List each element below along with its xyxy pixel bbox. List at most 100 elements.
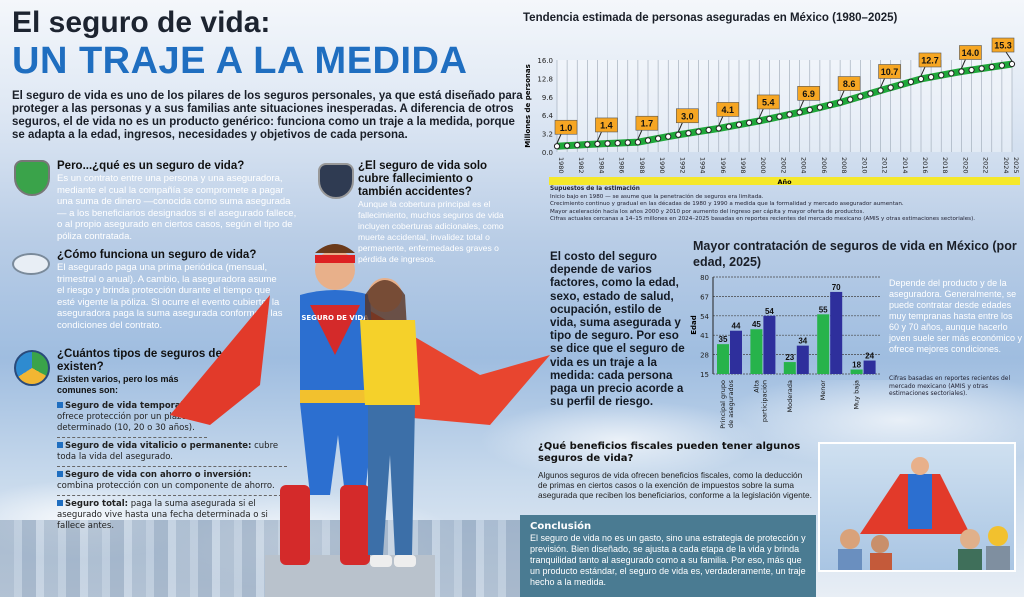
x-tick-label: 2014 — [901, 157, 909, 174]
x-category-label: Altaparticipación — [752, 380, 768, 422]
data-point — [574, 142, 581, 149]
data-point — [715, 125, 722, 132]
x-category-label: Muy baja — [853, 380, 861, 410]
bar-value-label: 70 — [832, 283, 841, 292]
data-point — [928, 74, 935, 81]
shield-family-icon — [14, 160, 50, 196]
bar-chart: 15 28 41 54 67 80 Edad 35 44 Principal grupode as… — [690, 274, 880, 429]
bar-value-label: 34 — [798, 337, 807, 346]
x-tick-label: 1996 — [719, 157, 727, 174]
data-point — [958, 68, 965, 75]
data-point — [624, 139, 631, 146]
section-title: Pero...¿qué es un seguro de vida? — [57, 160, 245, 172]
bar — [717, 344, 729, 374]
line-chart-title: Tendencia estimada de personas asegurada… — [523, 12, 898, 24]
shield-coverage-icon — [318, 163, 354, 199]
data-label-box — [797, 86, 820, 101]
x-tick-label: 1982 — [577, 157, 585, 174]
data-point — [675, 131, 682, 138]
data-point — [948, 70, 955, 77]
conclusion-text: El seguro de vida no es un gasto, sino u… — [530, 533, 806, 587]
data-point — [998, 62, 1005, 69]
x-tick-label: 2020 — [961, 157, 969, 174]
data-label-pointer — [718, 116, 724, 126]
bar — [730, 330, 742, 374]
section-text: El asegurado paga una prima periódica (m… — [57, 262, 283, 331]
list-item: Seguro de vida temporal: ofrece protecci… — [57, 398, 207, 438]
x-axis-band — [549, 177, 1020, 185]
data-label: 1.7 — [641, 119, 654, 129]
data-label-pointer — [556, 134, 562, 144]
data-point — [725, 123, 732, 130]
y-axis-label: Millones de personas — [524, 64, 532, 148]
data-point — [907, 78, 914, 85]
fiscal-benefits-section: ¿Qué beneficios fiscales pueden tener al… — [538, 441, 813, 500]
data-label: 1.4 — [600, 120, 613, 130]
data-label-box — [595, 117, 618, 133]
title-line-2: UN TRAJE A LA MEDIDA — [12, 40, 468, 82]
data-label-box — [837, 76, 861, 91]
data-point — [938, 72, 945, 79]
list-item: Seguro total: paga la suma asegurada si … — [57, 499, 268, 531]
data-point — [746, 119, 753, 126]
data-label: 6.9 — [802, 89, 815, 99]
line-chart: 0.0 3.2 6.4 9.6 12.8 16.0 1980 1982 1984 1986 1988… — [524, 37, 1020, 186]
bar-value-label: 44 — [732, 322, 741, 331]
x-tick-label: 2018 — [941, 157, 949, 174]
data-point — [766, 115, 773, 122]
data-point — [614, 139, 621, 147]
conclusion-box: Conclusión El seguro de vida no es un ga… — [520, 515, 816, 597]
data-label-pointer — [839, 90, 845, 100]
data-point — [978, 65, 985, 72]
data-point — [786, 111, 793, 118]
notes-title: Supuestos de la estimación — [550, 186, 640, 192]
note-line: Mayor aceleración hacia los años 2000 y … — [550, 208, 865, 215]
y-tick-label: 28 — [700, 352, 709, 360]
bar — [783, 362, 796, 374]
bar-value-label: 23 — [785, 353, 794, 362]
fiscal-title: ¿Qué beneficios fiscales pueden tener al… — [538, 441, 801, 464]
line-chart-notes: Supuestos de la estimación Inicio bajo e… — [550, 186, 1020, 224]
payment-cycle-icon — [12, 253, 50, 275]
y-tick-label: 80 — [700, 274, 709, 282]
data-point — [867, 90, 874, 97]
y-tick-label: 15 — [700, 371, 709, 379]
data-point — [968, 66, 975, 74]
data-point — [685, 130, 692, 137]
y-tick-label: 6.4 — [542, 112, 554, 120]
x-tick-label: 1986 — [618, 157, 626, 174]
data-label-box — [918, 52, 942, 68]
data-label: 1.0 — [560, 123, 573, 133]
bar-chart-side-note: Depende del producto y de la aseguradora… — [889, 278, 1023, 354]
y-tick-label: 9.6 — [542, 94, 554, 102]
data-label: 3.0 — [681, 111, 694, 121]
data-label: 10.7 — [881, 67, 899, 77]
data-label-pointer — [960, 59, 966, 69]
x-tick-label: 2006 — [820, 157, 828, 174]
data-label: 5.4 — [762, 97, 775, 107]
x-tick-label: 1990 — [658, 157, 666, 174]
bar — [817, 314, 830, 374]
data-point — [806, 106, 813, 113]
bar — [750, 329, 763, 374]
data-label-box — [878, 64, 901, 79]
x-tick-label: 2024 — [1002, 157, 1010, 174]
data-point — [988, 63, 995, 71]
data-point — [796, 109, 803, 116]
data-label: 12.7 — [921, 55, 939, 65]
x-tick-label: 1984 — [597, 157, 605, 174]
bar-value-label: 18 — [852, 361, 861, 370]
data-label-box — [991, 37, 1015, 53]
bar — [850, 369, 863, 374]
x-tick-label: 2025 — [1012, 157, 1020, 174]
intro-paragraph: El seguro de vida es uno de los pilares … — [12, 90, 523, 141]
x-tick-label: 1980 — [557, 157, 565, 174]
data-point — [695, 128, 702, 135]
fiscal-text: Algunos seguros de vida ofrecen benefici… — [538, 470, 812, 500]
x-tick-label: 2010 — [860, 157, 868, 174]
data-label-pointer — [880, 78, 886, 88]
data-label: 4.1 — [722, 105, 735, 115]
x-tick-label: 2000 — [759, 157, 767, 174]
bar — [830, 291, 843, 374]
data-label-pointer — [637, 130, 643, 140]
